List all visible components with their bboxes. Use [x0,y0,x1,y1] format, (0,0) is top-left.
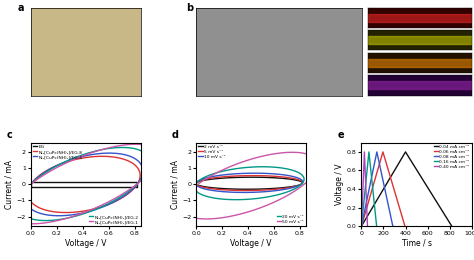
Y-axis label: Current / mA: Current / mA [5,160,14,209]
Bar [368,81,472,89]
Bar [368,14,472,22]
Y-axis label: Current / mA: Current / mA [170,160,179,209]
Legend: Ni₂[CuPc(NH)₂]/EG-2, Ni₂[CuPc(NH)₂]/EG-1: Ni₂[CuPc(NH)₂]/EG-2, Ni₂[CuPc(NH)₂]/EG-1 [89,215,139,224]
X-axis label: Voltage / V: Voltage / V [230,239,272,248]
Text: d: d [172,130,179,140]
Bar [368,36,472,44]
Text: b: b [186,3,193,14]
Legend: 0.04 mA cm⁻², 0.06 mA cm⁻², 0.08 mA cm⁻², 0.16 mA cm⁻², 0.40 mA cm⁻²: 0.04 mA cm⁻², 0.06 mA cm⁻², 0.08 mA cm⁻²… [434,145,469,169]
Bar [368,59,472,67]
Text: e: e [337,130,344,140]
X-axis label: Time / s: Time / s [401,239,431,248]
Legend: 20 mV s⁻¹, 50 mV s⁻¹: 20 mV s⁻¹, 50 mV s⁻¹ [276,215,304,224]
Y-axis label: Voltage / V: Voltage / V [335,164,344,205]
Text: c: c [7,130,12,140]
Text: a: a [18,3,24,14]
X-axis label: Voltage / V: Voltage / V [65,239,107,248]
